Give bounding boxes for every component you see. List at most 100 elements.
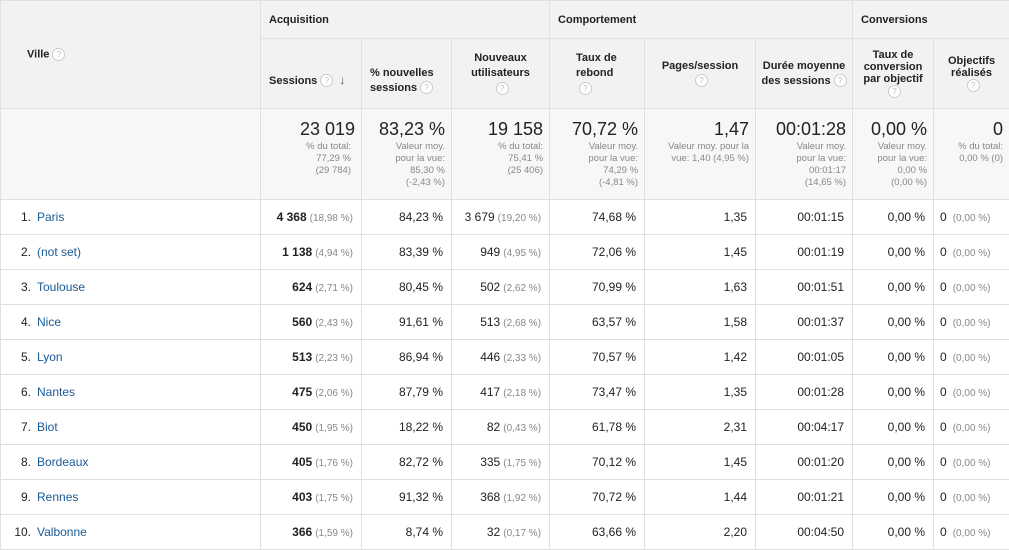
goals-value: 0 <box>940 490 947 504</box>
duration-cell: 00:01:20 <box>756 445 853 480</box>
total-note: Valeur moy. pour la vue: 74,29 % (-4,81 … <box>554 141 638 189</box>
goals-cell: 0(0,00 %) <box>934 200 1009 235</box>
pages-cell: 1,58 <box>645 305 756 340</box>
help-icon[interactable]: ? <box>579 82 592 95</box>
note-line: pour la vue: <box>366 153 445 165</box>
note-line: Valeur moy. <box>760 141 846 153</box>
new-users-cell: 502(2,62 %) <box>452 270 550 305</box>
column-header-taux-rebond[interactable]: Taux de rebond? <box>550 39 645 109</box>
note-line: pour la vue: <box>554 153 638 165</box>
sessions-cell: 4 368(18,98 %) <box>261 200 362 235</box>
total-note: Valeur moy. pour la vue: 85,30 % (-2,43 … <box>366 141 445 189</box>
column-header-taux-conversion[interactable]: Taux de conversion par objectif? <box>853 39 934 109</box>
help-icon[interactable]: ? <box>967 79 980 92</box>
column-header-nouvelles-sessions[interactable]: % nouvelles sessions? <box>362 39 452 109</box>
pages-session-label: Pages/session <box>649 59 751 74</box>
city-cell: 3.Toulouse <box>1 270 261 305</box>
goals-value: 0 <box>940 350 947 364</box>
goals-pct: (0,00 %) <box>953 248 991 259</box>
goals-cell: 0(0,00 %) <box>934 305 1009 340</box>
new-users-pct: (4,95 %) <box>503 248 541 259</box>
total-sessions: 23 019 % du total: 77,29 % (29 784) <box>261 109 362 200</box>
note-line: Valeur moy. pour la <box>649 141 749 153</box>
sessions-cell: 450(1,95 %) <box>261 410 362 445</box>
city-link[interactable]: Nice <box>37 315 61 329</box>
goals-pct: (0,00 %) <box>953 493 991 504</box>
sort-descending-icon[interactable]: ↓ <box>339 73 345 88</box>
city-link[interactable]: Nantes <box>37 385 75 399</box>
city-link[interactable]: Toulouse <box>37 280 85 294</box>
city-link[interactable]: Paris <box>37 210 64 224</box>
city-link[interactable]: Rennes <box>37 490 78 504</box>
conversion-cell: 0,00 % <box>853 410 934 445</box>
sessions-pct: (1,76 %) <box>315 458 353 469</box>
column-header-sessions[interactable]: Sessions?↓ <box>261 39 362 109</box>
sessions-cell: 560(2,43 %) <box>261 305 362 340</box>
city-cell: 9.Rennes <box>1 480 261 515</box>
total-note: Valeur moy. pour la vue: 1,40 (4,95 %) <box>649 141 749 165</box>
total-value: 19 158 <box>456 119 543 139</box>
new-sessions-cell: 91,61 % <box>362 305 452 340</box>
column-header-duree[interactable]: Durée moyenne des sessions? <box>756 39 853 109</box>
city-cell: 6.Nantes <box>1 375 261 410</box>
city-link[interactable]: Lyon <box>37 350 63 364</box>
total-value: 70,72 % <box>554 119 638 139</box>
sessions-value: 475 <box>292 385 312 399</box>
city-link[interactable]: Bordeaux <box>37 455 88 469</box>
city-cell: 5.Lyon <box>1 340 261 375</box>
sessions-value: 405 <box>292 455 312 469</box>
duration-cell: 00:01:15 <box>756 200 853 235</box>
conversion-cell: 0,00 % <box>853 375 934 410</box>
goals-value: 0 <box>940 420 947 434</box>
conversion-cell: 0,00 % <box>853 340 934 375</box>
new-users-value: 3 679 <box>465 210 495 224</box>
help-icon[interactable]: ? <box>52 48 65 61</box>
row-number: 6. <box>1 385 37 399</box>
total-value: 0 <box>938 119 1003 139</box>
conversion-cell: 0,00 % <box>853 480 934 515</box>
help-icon[interactable]: ? <box>420 81 433 94</box>
help-icon[interactable]: ? <box>834 74 847 87</box>
goals-cell: 0(0,00 %) <box>934 235 1009 270</box>
column-header-nouveaux-utilisateurs[interactable]: Nouveaux utilisateurs? <box>452 39 550 109</box>
new-users-pct: (2,62 %) <box>503 283 541 294</box>
note-line: 0,00 % (0) <box>938 153 1003 165</box>
goals-pct: (0,00 %) <box>953 528 991 539</box>
help-icon[interactable]: ? <box>320 74 333 87</box>
new-users-pct: (2,68 %) <box>503 318 541 329</box>
sessions-pct: (1,95 %) <box>315 423 353 434</box>
goals-value: 0 <box>940 210 947 224</box>
new-sessions-cell: 91,32 % <box>362 480 452 515</box>
sessions-value: 513 <box>292 350 312 364</box>
city-link[interactable]: (not set) <box>37 245 81 259</box>
city-link[interactable]: Biot <box>37 420 58 434</box>
new-users-pct: (0,17 %) <box>503 528 541 539</box>
column-header-pages-session[interactable]: Pages/session? <box>645 39 756 109</box>
new-sessions-cell: 84,23 % <box>362 200 452 235</box>
column-header-objectifs[interactable]: Objectifs réalisés? <box>934 39 1009 109</box>
sessions-cell: 405(1,76 %) <box>261 445 362 480</box>
new-users-cell: 949(4,95 %) <box>452 235 550 270</box>
group-header-comportement: Comportement <box>550 1 853 39</box>
pages-cell: 1,35 <box>645 375 756 410</box>
new-users-cell: 82(0,43 %) <box>452 410 550 445</box>
help-icon[interactable]: ? <box>496 82 509 95</box>
goals-cell: 0(0,00 %) <box>934 340 1009 375</box>
bounce-cell: 70,12 % <box>550 445 645 480</box>
goals-pct: (0,00 %) <box>953 458 991 469</box>
taux-conversion-label: Taux de conversion par objectif <box>857 49 929 85</box>
goals-cell: 0(0,00 %) <box>934 375 1009 410</box>
city-cell: 7.Biot <box>1 410 261 445</box>
new-sessions-cell: 83,39 % <box>362 235 452 270</box>
new-users-value: 335 <box>480 455 500 469</box>
conversion-cell: 0,00 % <box>853 445 934 480</box>
new-users-pct: (19,20 %) <box>498 213 541 224</box>
city-cell: 10.Valbonne <box>1 515 261 550</box>
sessions-pct: (1,75 %) <box>315 493 353 504</box>
help-icon[interactable]: ? <box>695 74 708 87</box>
pages-cell: 1,45 <box>645 235 756 270</box>
row-number: 5. <box>1 350 37 364</box>
column-header-ville[interactable]: Ville? <box>1 1 261 109</box>
city-link[interactable]: Valbonne <box>37 525 87 539</box>
help-icon[interactable]: ? <box>888 85 901 98</box>
